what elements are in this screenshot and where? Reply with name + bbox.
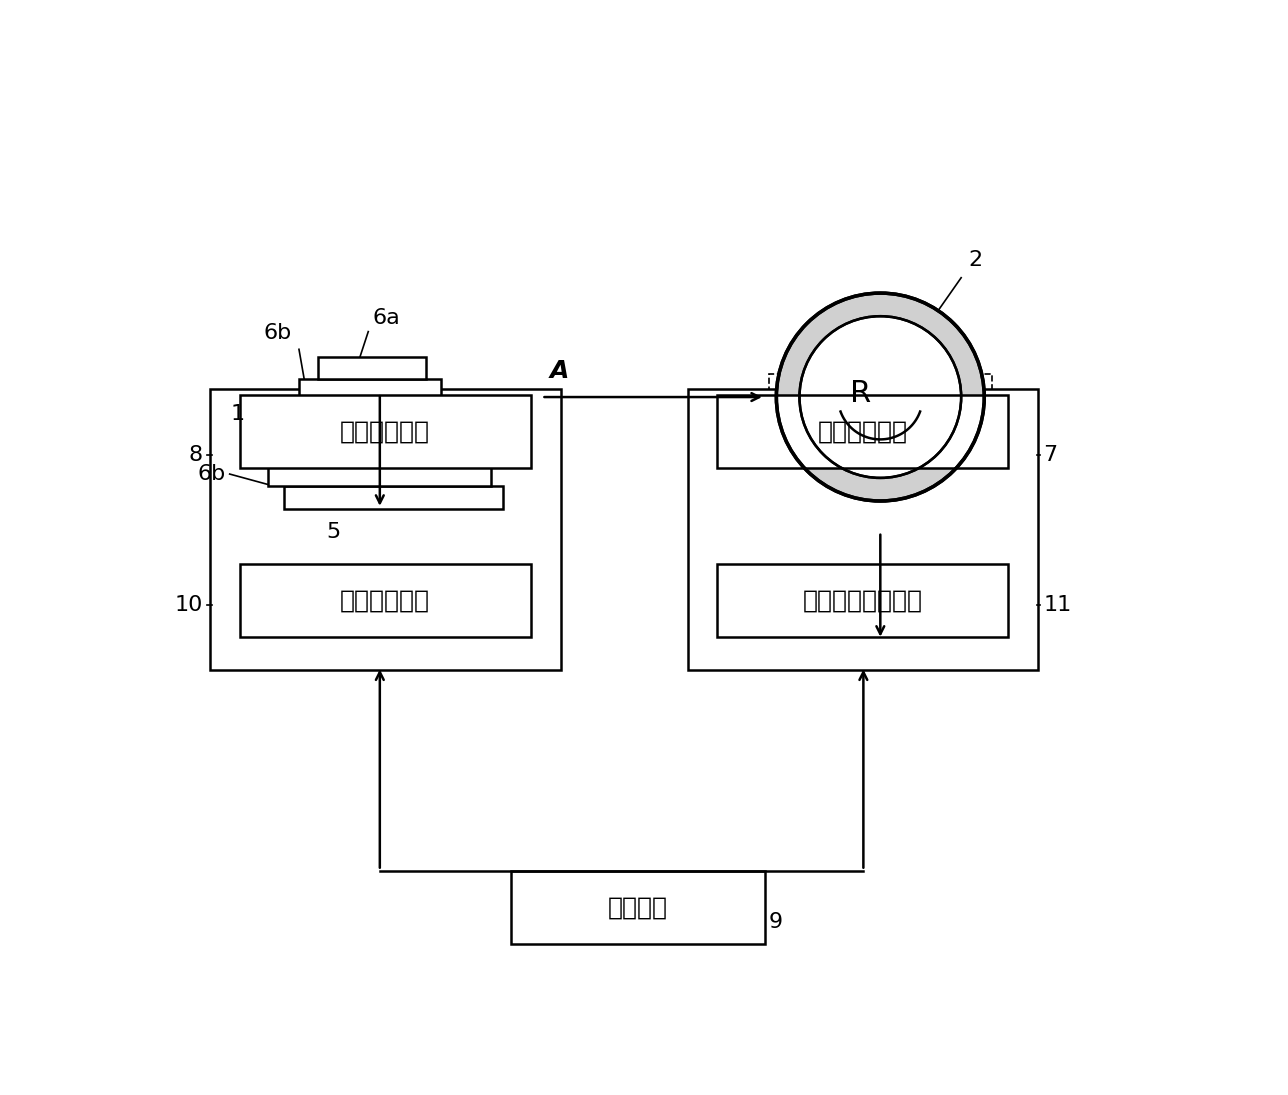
Text: 6b: 6b — [263, 323, 291, 343]
Bar — [240, 394, 531, 468]
Bar — [717, 564, 1009, 637]
Bar — [299, 379, 442, 402]
Text: 第１驱动机构: 第１驱动机构 — [818, 419, 908, 443]
Bar — [769, 374, 804, 532]
Bar — [268, 461, 492, 485]
Text: 8: 8 — [188, 445, 202, 464]
Text: 转动驱动机构: 转动驱动机构 — [340, 589, 430, 613]
Bar — [717, 394, 1009, 468]
Bar — [688, 390, 1038, 670]
Text: 7: 7 — [1043, 445, 1057, 464]
Text: 第２驱动机构: 第２驱动机构 — [340, 419, 430, 443]
Bar — [240, 564, 531, 637]
Bar — [318, 357, 426, 379]
Circle shape — [800, 316, 961, 477]
Circle shape — [777, 293, 984, 502]
Text: 2: 2 — [969, 250, 983, 270]
Bar — [283, 402, 492, 426]
Text: A: A — [549, 359, 568, 383]
Bar — [769, 509, 992, 532]
Text: 控制装置: 控制装置 — [608, 896, 667, 919]
Text: 6b: 6b — [197, 464, 225, 484]
Bar — [957, 374, 992, 532]
Text: 9: 9 — [769, 912, 783, 932]
Text: 11: 11 — [1043, 595, 1072, 615]
Text: 6a: 6a — [372, 308, 399, 327]
Bar — [511, 871, 765, 944]
Bar — [210, 390, 560, 670]
Text: 5: 5 — [326, 522, 341, 542]
Text: 1: 1 — [231, 404, 245, 424]
Bar — [260, 426, 500, 461]
Text: 全开宽度驱动机构: 全开宽度驱动机构 — [802, 589, 922, 613]
Bar — [283, 485, 504, 509]
Text: 10: 10 — [174, 595, 202, 615]
Text: R: R — [850, 379, 872, 407]
